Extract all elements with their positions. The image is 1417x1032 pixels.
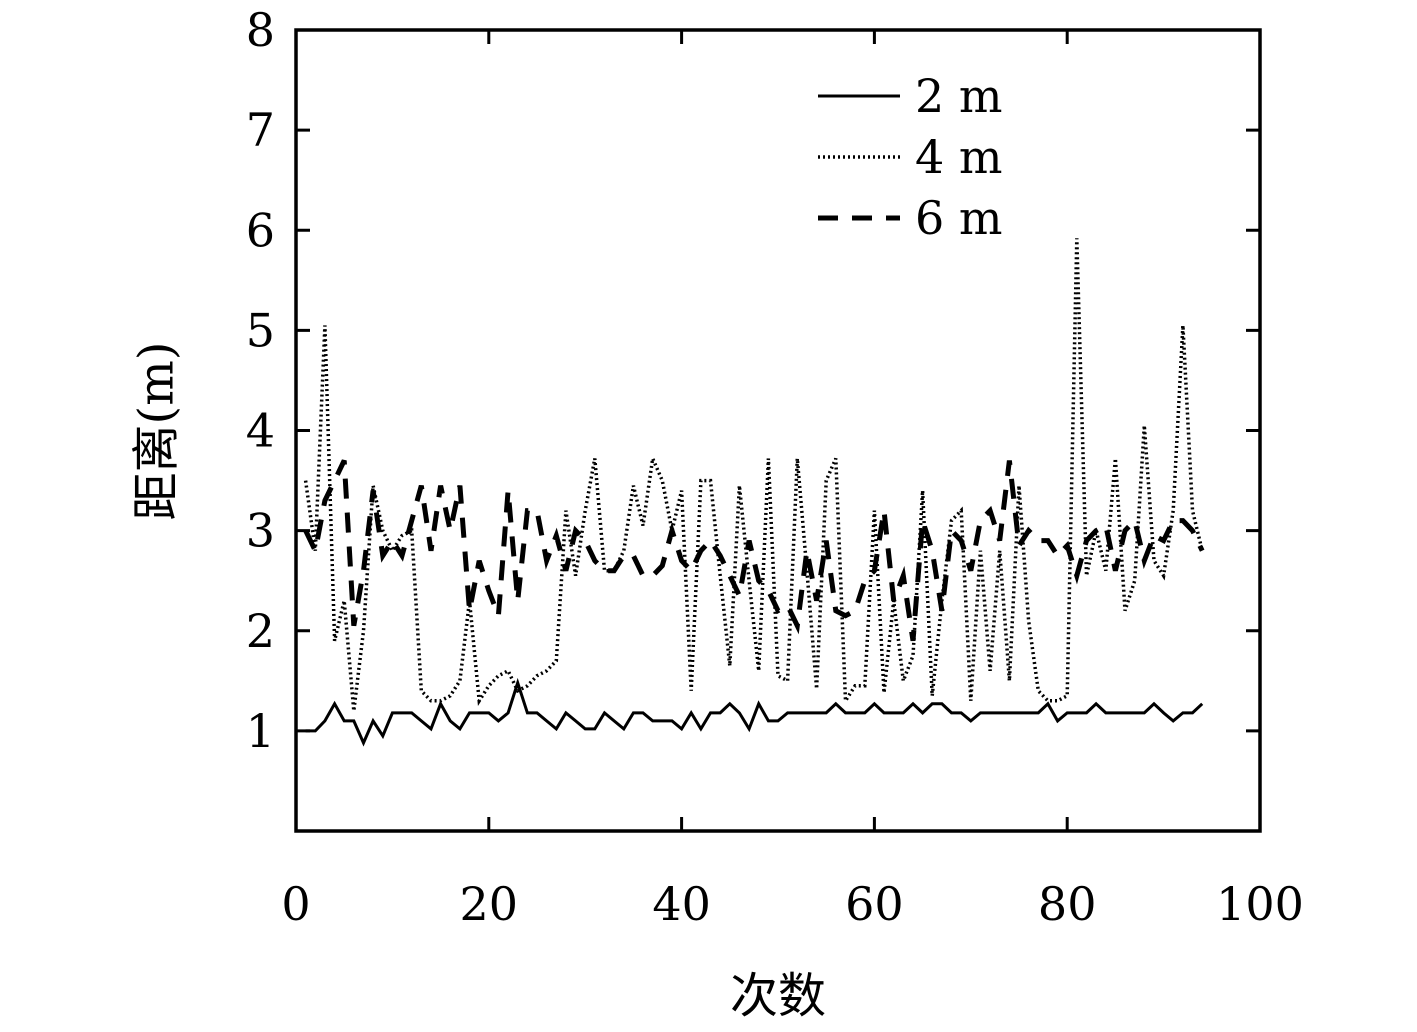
x-tick-label: 20 xyxy=(460,877,519,931)
x-tick-label: 80 xyxy=(1038,877,1097,931)
legend-label-3: 6 m xyxy=(915,191,1003,245)
series-line-1 xyxy=(305,677,1204,747)
series-layer xyxy=(303,238,1205,747)
legend-label-1: 2 m xyxy=(915,69,1003,123)
x-tick-label: 40 xyxy=(652,877,711,931)
y-tick-label: 3 xyxy=(246,504,275,558)
y-tick-label: 4 xyxy=(246,404,275,458)
x-tick-label: 0 xyxy=(281,877,310,931)
y-tick-label: 1 xyxy=(246,704,275,758)
legend: 2 m 4 m 6 m xyxy=(818,69,1003,245)
y-tick-label: 7 xyxy=(246,103,275,157)
y-tick-label: 2 xyxy=(246,604,275,658)
x-axis-title: 次数 xyxy=(730,968,826,1024)
series-line-2 xyxy=(303,238,1204,712)
y-tick-label: 8 xyxy=(246,3,275,57)
series-line-3 xyxy=(303,459,1205,642)
y-axis-title: 距离(m) xyxy=(129,342,185,521)
y-tick-label: 6 xyxy=(246,203,275,257)
ticks-layer: 0 20 40 60 80 100 1 2 3 4 5 6 7 8 xyxy=(246,3,1304,931)
x-tick-label: 60 xyxy=(845,877,904,931)
plot-frame xyxy=(294,28,1262,833)
x-tick-label: 100 xyxy=(1216,877,1304,931)
y-tick-label: 5 xyxy=(246,303,275,357)
legend-label-2: 4 m xyxy=(915,130,1003,184)
